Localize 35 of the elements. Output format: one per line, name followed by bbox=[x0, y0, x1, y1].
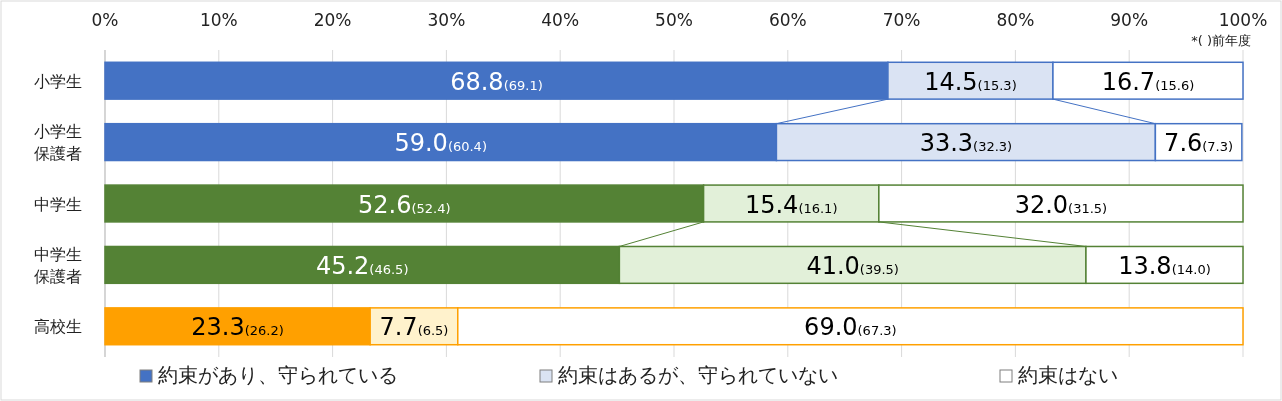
y-tick-label: 小学生 bbox=[34, 71, 82, 91]
data-label: 23.3(26.2) bbox=[191, 313, 284, 342]
x-tick-label: 50% bbox=[655, 10, 693, 30]
data-label: 15.4(16.1) bbox=[744, 190, 838, 219]
data-label: 32.0(31.5) bbox=[1014, 190, 1108, 219]
y-tick-label: 高校生 bbox=[34, 317, 82, 337]
x-tick-label: 30% bbox=[427, 10, 466, 30]
data-label: 13.8(14.0) bbox=[1118, 251, 1211, 280]
data-label: 33.3(32.3) bbox=[919, 129, 1013, 158]
data-label: 7.6(7.3) bbox=[1164, 129, 1234, 158]
x-tick-label: 0% bbox=[91, 10, 119, 30]
legend-label: 約束はあるが、守られていない bbox=[558, 363, 838, 387]
y-tick-label: 中学生保護者 bbox=[34, 244, 82, 286]
series-label: 約束はない bbox=[1018, 363, 1118, 387]
data-label: 52.6(52.4) bbox=[358, 190, 451, 219]
x-tick-label: 90% bbox=[1110, 10, 1149, 30]
data-label: 14.5(15.3) bbox=[924, 67, 1017, 96]
text: *( )前年度 bbox=[1191, 33, 1251, 48]
legend-label: 約束があり、守られている bbox=[158, 363, 398, 387]
data-label: 59.0(60.4) bbox=[394, 129, 487, 158]
x-tick-label: 10% bbox=[199, 10, 238, 30]
data-label: 7.7(6.5) bbox=[379, 313, 449, 342]
y-tick-label: 中学生 bbox=[34, 194, 82, 214]
x-tick-label: 40% bbox=[541, 10, 580, 30]
x-tick-label: 20% bbox=[313, 10, 352, 30]
x-tick-label: 70% bbox=[882, 10, 921, 30]
x-tick-label: 100% bbox=[1218, 10, 1268, 30]
data-label: 16.7(15.6) bbox=[1101, 67, 1195, 96]
x-tick-label: 60% bbox=[768, 10, 807, 30]
y-tick-label: 小学生保護者 bbox=[34, 122, 82, 164]
data-label: 68.8(69.1) bbox=[450, 67, 543, 96]
data-label: 69.0(67.3) bbox=[804, 313, 897, 342]
data-label: 41.0(39.5) bbox=[806, 251, 899, 280]
data-label: 45.2(46.5) bbox=[315, 251, 409, 280]
x-tick-label: 80% bbox=[996, 10, 1035, 30]
